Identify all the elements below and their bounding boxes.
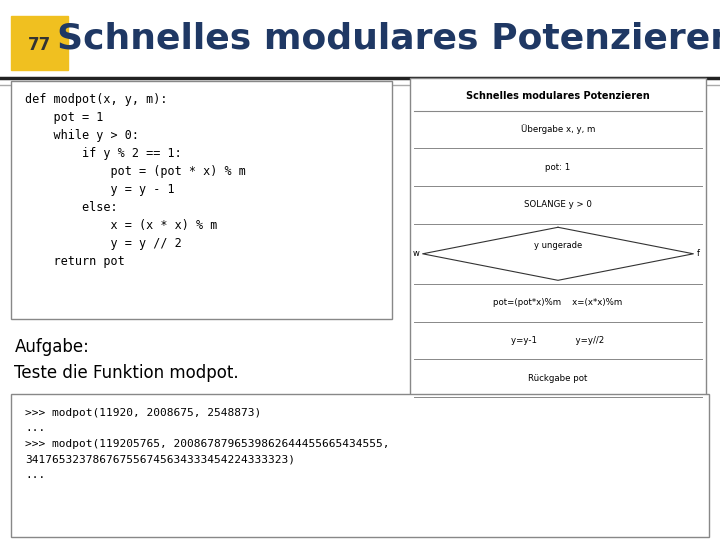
- Text: f: f: [697, 249, 700, 258]
- FancyBboxPatch shape: [11, 394, 709, 537]
- FancyBboxPatch shape: [410, 78, 706, 400]
- Text: Teste die Funktion modpot.: Teste die Funktion modpot.: [14, 364, 239, 382]
- Text: y=y-1              y=y//2: y=y-1 y=y//2: [511, 336, 605, 345]
- Text: Schnelles modulares Potenzieren: Schnelles modulares Potenzieren: [56, 22, 720, 56]
- Text: w: w: [412, 249, 419, 258]
- Text: Rückgabe pot: Rückgabe pot: [528, 374, 588, 382]
- Text: 77: 77: [28, 36, 51, 54]
- FancyBboxPatch shape: [11, 16, 68, 70]
- Text: def modpot(x, y, m):
    pot = 1
    while y > 0:
        if y % 2 == 1:
       : def modpot(x, y, m): pot = 1 while y > 0…: [25, 93, 246, 268]
- Text: pot=(pot*x)%m    x=(x*x)%m: pot=(pot*x)%m x=(x*x)%m: [493, 298, 623, 307]
- Text: y ungerade: y ungerade: [534, 241, 582, 251]
- Text: Übergabe x, y, m: Übergabe x, y, m: [521, 125, 595, 134]
- Text: SOLANGE y > 0: SOLANGE y > 0: [524, 200, 592, 210]
- Text: pot: 1: pot: 1: [545, 163, 571, 172]
- Text: Aufgabe:: Aufgabe:: [14, 338, 89, 355]
- Text: >>> modpot(11920, 2008675, 2548873)
...
>>> modpot(119205765, 200867879653986264: >>> modpot(11920, 2008675, 2548873) ... …: [25, 408, 390, 480]
- Text: Schnelles modulares Potenzieren: Schnelles modulares Potenzieren: [466, 91, 650, 101]
- FancyBboxPatch shape: [11, 81, 392, 319]
